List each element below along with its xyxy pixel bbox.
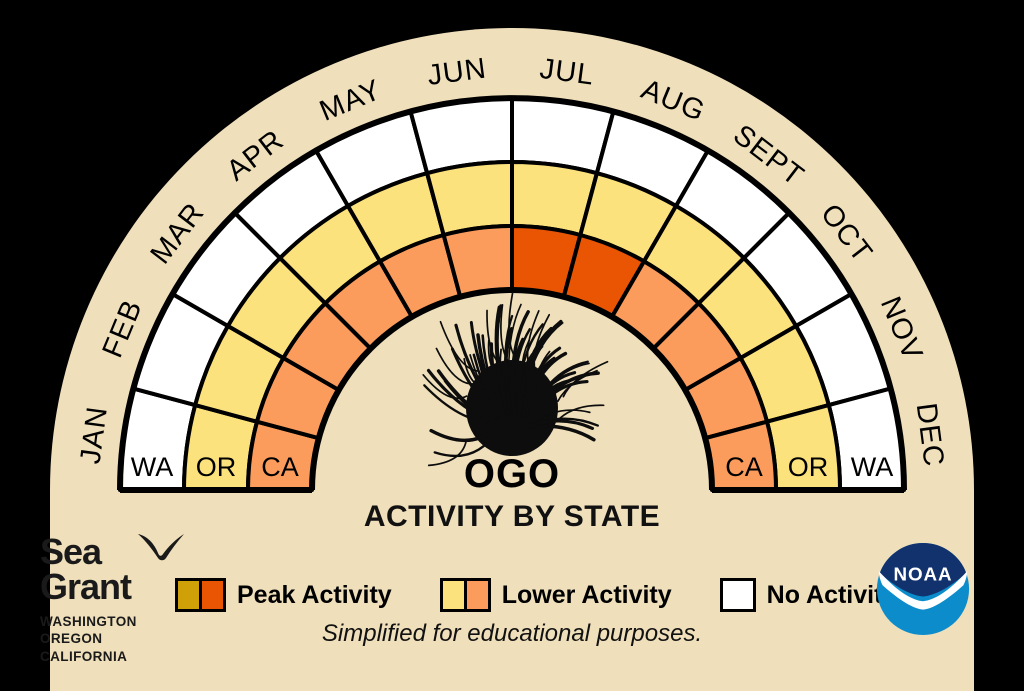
ogo-blade xyxy=(522,351,568,419)
legend-swatch-peak-ca xyxy=(199,581,223,609)
legend-label-peak: Peak Activity xyxy=(237,580,392,609)
legend-item-lower: Lower Activity xyxy=(439,578,672,612)
legend-label-none: No Activity xyxy=(766,580,897,609)
sea-grant-state-or: OREGON xyxy=(40,631,103,647)
ogo-blade xyxy=(436,369,497,424)
ogo-blade xyxy=(528,419,595,430)
ogo-blade xyxy=(526,379,571,422)
ogo-blade xyxy=(533,313,551,373)
ogo-blade xyxy=(534,350,551,392)
ogo-blade xyxy=(463,357,491,391)
ogo-blade xyxy=(557,369,598,402)
ogo-blade xyxy=(495,304,510,416)
legend-swatch-none xyxy=(719,578,756,612)
noaa-logo: NOAA xyxy=(876,542,970,636)
calendar-cell xyxy=(425,160,514,237)
legend-swatch-no-activity xyxy=(722,581,753,609)
ogo-blade xyxy=(527,380,589,423)
state-label-wa: WA xyxy=(851,452,894,482)
legend-swatch-peak xyxy=(175,578,226,612)
ogo-blade xyxy=(450,347,499,420)
month-label: JAN xyxy=(75,404,114,465)
ogo-seaweed-illustration xyxy=(422,291,609,467)
ogo-blade xyxy=(500,304,513,366)
ogo-blade xyxy=(518,345,544,417)
ogo-blade xyxy=(456,329,501,419)
sea-grant-state-ca: CALIFORNIA xyxy=(40,648,128,664)
state-labels: WA WA OR OR CA CA xyxy=(131,452,894,482)
seagull-icon xyxy=(138,534,184,561)
ogo-blade xyxy=(510,310,530,416)
svg-text:NOAA: NOAA xyxy=(893,564,952,585)
ogo-blade xyxy=(427,440,467,467)
legend-label-lower: Lower Activity xyxy=(501,580,672,609)
legend-swatch-peak-or xyxy=(178,581,199,609)
ogo-blade xyxy=(529,409,591,426)
ogo-blade xyxy=(507,303,522,415)
legend-item-peak: Peak Activity xyxy=(175,578,392,612)
sea-grant-states: WASHINGTON OREGON CALIFORNIA xyxy=(40,613,210,665)
chart-legend: Peak Activity Lower Activity No Activity xyxy=(175,578,896,612)
state-label-ca: CA xyxy=(261,452,299,482)
month-label: JUN xyxy=(425,53,488,92)
ogo-blade xyxy=(435,347,476,385)
sea-grant-state-wa: WASHINGTON xyxy=(40,614,137,630)
chart-ring-outlines xyxy=(117,95,907,493)
state-label-or: OR xyxy=(788,452,829,482)
ogo-blade xyxy=(519,321,564,417)
page-subtitle: ACTIVITY BY STATE xyxy=(363,500,661,533)
legend-item-none: No Activity xyxy=(719,578,897,612)
ogo-blade xyxy=(527,424,596,442)
ogo-blade xyxy=(476,333,504,418)
noaa-seal-icon: NOAA xyxy=(876,542,970,636)
legend-swatch-lower-or xyxy=(442,581,464,609)
legend-swatch-lower-ca xyxy=(463,581,488,609)
state-label-wa: WA xyxy=(131,452,174,482)
page-title: OGO xyxy=(463,452,561,496)
state-label-ca: CA xyxy=(725,452,763,482)
sea-grant-line2: Grant xyxy=(40,565,132,607)
state-label-or: OR xyxy=(196,452,237,482)
ogo-blade xyxy=(513,328,531,416)
ogo-blade xyxy=(522,364,549,418)
ogo-blade xyxy=(439,320,479,372)
ogo-blade xyxy=(422,374,468,400)
ogo-blade xyxy=(423,384,496,425)
ogo-blade xyxy=(503,314,514,416)
sea-grant-logo: Sea Grant WASHINGTON OREGON CALIFORNIA xyxy=(40,531,210,665)
month-label: JUL xyxy=(538,53,596,92)
ogo-blade xyxy=(562,360,609,398)
ogo-blade xyxy=(559,404,605,420)
ogo-blade xyxy=(429,426,498,443)
disclaimer-text: Simplified for educational purposes. xyxy=(321,620,703,647)
ogo-blade xyxy=(433,428,499,458)
ring-boundary xyxy=(117,95,907,491)
legend-swatch-lower xyxy=(439,578,491,612)
sea-grant-line1: Sea xyxy=(40,531,102,572)
ring-boundary xyxy=(309,287,715,491)
sea-grant-wordmark: Sea Grant xyxy=(40,531,210,607)
